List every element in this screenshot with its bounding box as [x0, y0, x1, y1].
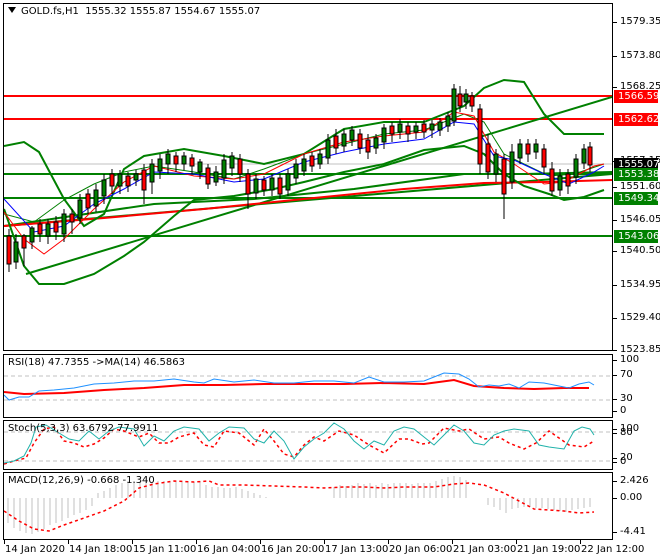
support-label-1: 1553.38 — [614, 168, 659, 181]
stoch-tick: 80 — [613, 427, 633, 438]
rsi-title: RSI(18) 47.7355 ->MA(14) 46.5863 — [8, 357, 185, 368]
symbol-header: GOLD.fs,H1 1555.32 1555.87 1554.67 1555.… — [8, 6, 260, 17]
stochastic-axis: 100 80 20 0 — [613, 420, 660, 470]
macd-panel[interactable]: MACD(12,26,9) -0.668 -1.340 — [3, 472, 613, 540]
ohlc-values: 1555.32 1555.87 1554.67 1555.07 — [85, 6, 261, 17]
macd-tick: -4.41 — [613, 526, 646, 537]
rsi-tick: 0 — [613, 405, 626, 416]
stochastic-plot — [4, 422, 612, 465]
macd-plot — [4, 476, 595, 534]
macd-tick: 0.00 — [613, 492, 642, 503]
price-tick: 1573.80 — [613, 50, 660, 61]
price-tick: 1534.95 — [613, 279, 660, 290]
price-tick: 1529.40 — [613, 312, 660, 323]
resistance-label-2: 1562.62 — [614, 113, 659, 126]
price-plot — [4, 78, 612, 285]
rsi-tick: 100 — [613, 354, 639, 365]
price-tick: 1568.25 — [613, 81, 660, 92]
stoch-tick: 100 — [613, 423, 639, 434]
main-price-chart[interactable]: GOLD.fs,H1 1555.32 1555.87 1554.67 1555.… — [3, 3, 613, 351]
rsi-panel[interactable]: RSI(18) 47.7355 ->MA(14) 46.5863 — [3, 354, 613, 418]
collapse-triangle-icon[interactable] — [8, 7, 16, 13]
rsi-tick: 70 — [613, 369, 633, 380]
support-label-2: 1549.34 — [614, 192, 659, 205]
symbol-name: GOLD.fs,H1 — [21, 6, 79, 17]
macd-tick: 2.426 — [613, 475, 649, 486]
rsi-axis: 100 70 30 0 — [613, 354, 660, 418]
price-tick: 1551.60 — [613, 181, 660, 192]
support-label-3: 1543.06 — [614, 230, 659, 243]
price-tick: 1546.05 — [613, 214, 660, 225]
last-price-label: 1555.07 — [614, 158, 659, 171]
price-tick: 1579.35 — [613, 16, 660, 27]
price-tick: 1523.85 — [613, 344, 660, 355]
stochastic-title: Stoch(5,3,3) 63.6792 77.9911 — [8, 423, 159, 434]
stoch-tick: 0 — [613, 456, 626, 467]
rsi-plot — [4, 372, 612, 401]
rsi-tick: 30 — [613, 393, 633, 404]
macd-title: MACD(12,26,9) -0.668 -1.340 — [8, 475, 155, 486]
time-axis[interactable]: 14 Jan 2020 14 Jan 18:00 15 Jan 11:00 16… — [4, 540, 645, 555]
price-tick: 1540.50 — [613, 245, 660, 256]
resistance-label-1: 1566.59 — [614, 90, 659, 103]
stochastic-panel[interactable]: Stoch(5,3,3) 63.6792 77.9911 — [3, 420, 613, 470]
price-axis[interactable]: 1579.35 1573.80 1568.25 1557.15 1551.60 … — [613, 3, 660, 355]
macd-axis: 2.426 0.00 -4.41 — [613, 472, 660, 540]
stoch-tick: 20 — [613, 452, 633, 463]
